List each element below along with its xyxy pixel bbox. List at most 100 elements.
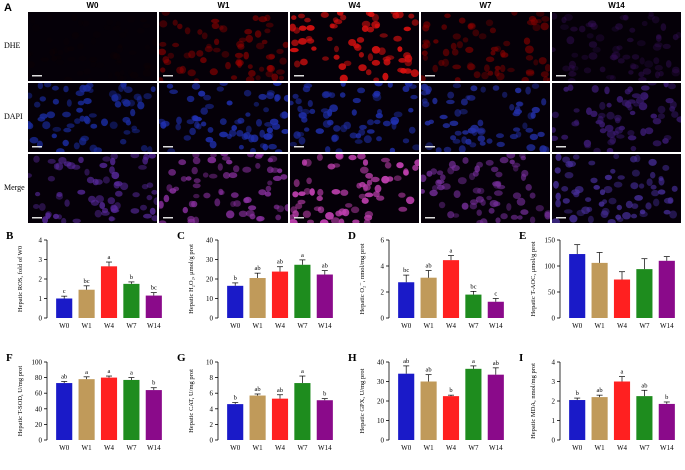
x-tick-label: W4 bbox=[617, 322, 628, 330]
micrograph-dhe-w4 bbox=[290, 12, 419, 81]
x-tick-label: W4 bbox=[275, 322, 286, 330]
significance-letter: c bbox=[494, 291, 497, 298]
bar-w0 bbox=[56, 383, 73, 440]
chart-svg-d: D 0 2 4 6 Hepatic O₂⁻, nmol/mg prot bc W0 ab W1 a W… bbox=[348, 230, 504, 330]
bar-w0 bbox=[569, 254, 586, 318]
x-tick-label: W1 bbox=[595, 444, 606, 452]
row-label-dapi: DAPI bbox=[4, 111, 23, 121]
bar-w7 bbox=[123, 379, 140, 440]
x-tick-label: W14 bbox=[660, 322, 674, 330]
y-axis-label: Hepatic GPX, U/mg prot bbox=[359, 368, 366, 433]
micrograph-merge-w7 bbox=[421, 154, 550, 223]
significance-letter: b bbox=[130, 274, 133, 281]
y-tick-label: 3 bbox=[39, 256, 43, 264]
micrograph-dhe-w0 bbox=[28, 12, 157, 81]
y-tick-label: 20 bbox=[377, 398, 385, 406]
significance-letter: b bbox=[152, 380, 155, 387]
y-tick-label: 8 bbox=[210, 374, 214, 382]
bar-w7 bbox=[636, 396, 653, 440]
significance-letter: bc bbox=[403, 267, 409, 274]
significance-letter: b bbox=[234, 275, 237, 282]
row-label-merge: Merge bbox=[4, 182, 25, 192]
y-tick-label: 40 bbox=[206, 237, 214, 245]
bar-w1 bbox=[591, 262, 608, 318]
y-axis-label: Hepatic CAT, U/mg prot bbox=[188, 369, 195, 433]
micrograph-dhe-w14 bbox=[552, 12, 681, 81]
y-tick-label: 20 bbox=[35, 421, 43, 429]
column-label-w4: W4 bbox=[348, 1, 361, 10]
micrograph-dapi-w1 bbox=[159, 83, 288, 152]
y-tick-label: 1 bbox=[39, 295, 43, 303]
bar-w0 bbox=[227, 404, 244, 440]
significance-letter: ab bbox=[322, 263, 328, 270]
x-tick-label: W4 bbox=[104, 322, 115, 330]
bar-w7 bbox=[636, 269, 653, 318]
x-tick-label: W4 bbox=[617, 444, 628, 452]
y-tick-label: 40 bbox=[35, 405, 43, 413]
column-label-w7: W7 bbox=[479, 1, 492, 10]
significance-letter: b bbox=[323, 391, 326, 398]
significance-letter: ab bbox=[597, 387, 603, 394]
y-tick-label: 2 bbox=[39, 276, 43, 284]
x-tick-label: W0 bbox=[230, 322, 241, 330]
y-tick-label: 1 bbox=[552, 417, 556, 425]
bar-w4 bbox=[100, 266, 118, 318]
bar-w1 bbox=[591, 397, 608, 440]
y-tick-label: 0 bbox=[381, 315, 385, 323]
y-tick-label: 4 bbox=[381, 263, 385, 271]
significance-letter: ab bbox=[61, 374, 67, 381]
significance-letter: ab bbox=[493, 360, 499, 367]
y-tick-label: 80 bbox=[35, 374, 43, 382]
micrograph-dapi-w7 bbox=[421, 83, 550, 152]
x-tick-label: W7 bbox=[126, 444, 137, 452]
y-tick-label: 4 bbox=[39, 237, 43, 245]
x-tick-label: W14 bbox=[489, 322, 503, 330]
bar-w7 bbox=[465, 294, 482, 318]
x-tick-label: W0 bbox=[401, 444, 412, 452]
x-tick-label: W14 bbox=[489, 444, 503, 452]
x-tick-label: W0 bbox=[59, 322, 70, 330]
column-label-w14: W14 bbox=[608, 1, 625, 10]
x-tick-label: W1 bbox=[253, 444, 264, 452]
y-tick-label: 4 bbox=[552, 359, 556, 367]
panel-letter: C bbox=[177, 230, 185, 242]
x-tick-label: W0 bbox=[230, 444, 241, 452]
significance-letter: a bbox=[472, 358, 475, 365]
y-tick-label: 60 bbox=[35, 390, 43, 398]
chart-h: H 0 10 20 30 40 Hepatic GPX, U/mg prot ab W0 ab W1… bbox=[342, 350, 513, 470]
x-tick-label: W7 bbox=[639, 322, 650, 330]
x-tick-label: W1 bbox=[424, 322, 435, 330]
y-tick-label: 2 bbox=[552, 398, 556, 406]
micrograph-dapi-w4 bbox=[290, 83, 419, 152]
bar-w7 bbox=[465, 368, 482, 440]
panel-letter: E bbox=[519, 230, 526, 242]
significance-letter: ab bbox=[426, 367, 432, 374]
y-tick-label: 100 bbox=[32, 359, 43, 367]
panel-letter: B bbox=[6, 230, 14, 242]
x-tick-label: W14 bbox=[318, 322, 332, 330]
bar-w4 bbox=[442, 396, 460, 440]
bar-w14 bbox=[487, 301, 504, 318]
x-tick-label: W7 bbox=[468, 322, 479, 330]
significance-letter: a bbox=[621, 369, 624, 376]
micrograph-dhe-w1 bbox=[159, 12, 288, 81]
bar-w7 bbox=[294, 383, 311, 440]
y-tick-label: 6 bbox=[210, 390, 214, 398]
y-tick-label: 10 bbox=[206, 359, 214, 367]
bar-w0 bbox=[227, 285, 244, 318]
x-tick-label: W1 bbox=[82, 322, 93, 330]
chart-svg-e: E 0 50 100 150 Hepatic T-AOC, μmol/g prot W0 W1… bbox=[519, 230, 675, 330]
x-tick-label: W1 bbox=[595, 322, 606, 330]
y-tick-label: 0 bbox=[210, 315, 214, 323]
bar-w14 bbox=[316, 400, 333, 440]
column-label-w0: W0 bbox=[86, 1, 99, 10]
bar-w0 bbox=[398, 282, 415, 318]
y-tick-label: 0 bbox=[381, 437, 385, 445]
micrograph-merge-w1 bbox=[159, 154, 288, 223]
panel-letter: F bbox=[6, 352, 13, 364]
bar-w14 bbox=[145, 390, 162, 440]
significance-letter: a bbox=[130, 370, 133, 377]
bar-w1 bbox=[420, 277, 437, 318]
y-tick-label: 6 bbox=[381, 237, 385, 245]
